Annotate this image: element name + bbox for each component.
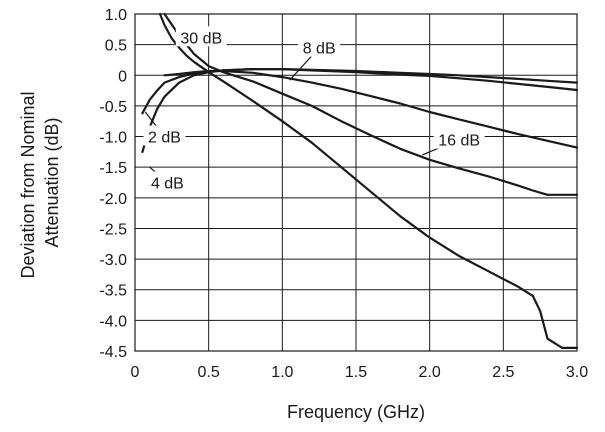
grid-layer	[134, 13, 578, 352]
y-tick-label: -3.0	[99, 252, 127, 269]
y-tick-label: -2.0	[99, 191, 127, 208]
y-tick-label: -4.5	[99, 344, 127, 361]
series-line-2-db	[141, 67, 579, 115]
x-tick-label: 0	[131, 364, 140, 381]
y-axis-title-line-2: Attenuation (dB)	[42, 117, 62, 247]
y-tick-label: -2.5	[99, 221, 127, 238]
y-tick-label: 1.0	[105, 7, 127, 24]
label-background	[433, 128, 485, 149]
series-label: 30 dB	[180, 30, 222, 47]
y-axis-title: Deviation from Nominal Attenuation (dB)	[18, 86, 62, 278]
series-line-30-db	[158, 12, 579, 349]
y-tick-label: -3.5	[99, 283, 127, 300]
x-tick-label: 2.0	[419, 364, 441, 381]
series-label: 8 dB	[303, 41, 336, 58]
x-tick-label: 3.0	[566, 364, 588, 381]
x-tick-label: 1.5	[345, 364, 367, 381]
x-tick-label: 1.0	[271, 364, 293, 381]
y-tick-label: -1.0	[99, 130, 127, 147]
tick-layer: 0 0.5 1.0 1.5 2.0 2.5 3.0 1.0 0.5 0 -0.5 -1.0 -1.5 -2…	[99, 7, 588, 381]
x-tick-label: 0.5	[198, 364, 220, 381]
label-background	[175, 26, 227, 47]
annotation-layer: 30 dB 8 dB 16 dB 2 dB 4 dB	[143, 26, 485, 193]
y-tick-label: 0	[118, 68, 127, 85]
x-tick-label: 2.5	[492, 364, 514, 381]
y-tick-label: -0.5	[99, 99, 127, 116]
x-axis-title: Frequency (GHz)	[287, 402, 425, 422]
y-axis-title-line-1: Deviation from Nominal	[18, 91, 38, 278]
label-background	[143, 125, 186, 146]
y-tick-label: -4.0	[99, 313, 127, 330]
series-label: 2 dB	[148, 130, 181, 147]
series-line-16-db	[163, 12, 579, 196]
label-background	[298, 36, 341, 57]
y-tick-label: 0.5	[105, 38, 127, 55]
series-label: 16 dB	[438, 133, 480, 150]
series-label: 4 dB	[151, 176, 184, 193]
label-background	[146, 171, 189, 192]
y-tick-label: -1.5	[99, 160, 127, 177]
curve-layer	[141, 12, 579, 349]
plot-frame	[134, 13, 578, 352]
series-line-4-db	[141, 67, 579, 153]
